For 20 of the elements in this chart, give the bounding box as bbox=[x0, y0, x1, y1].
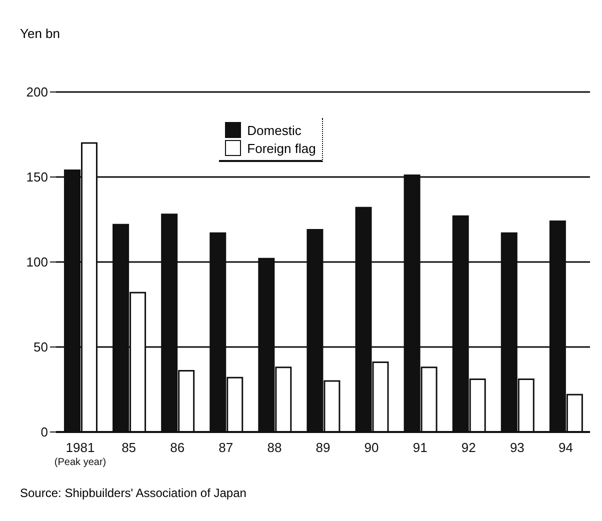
x-tick-label: 91 bbox=[412, 440, 428, 455]
x-tick-label: 93 bbox=[510, 440, 524, 455]
y-tick-label: 0 bbox=[40, 424, 48, 440]
y-tick-label: 200 bbox=[26, 84, 48, 100]
x-tick-label: 87 bbox=[218, 440, 234, 455]
x-tick-label: 89 bbox=[316, 440, 330, 455]
source-note: Source: Shipbuilders' Association of Japan bbox=[20, 486, 246, 500]
x-tick-label: 90 bbox=[364, 440, 379, 455]
y-tick-label: 100 bbox=[26, 254, 48, 270]
y-axis-title: Yen bn bbox=[20, 26, 60, 41]
legend-label: Domestic bbox=[247, 122, 302, 138]
x-tick-label: 94 bbox=[558, 440, 573, 455]
legend-label: Foreign flag bbox=[247, 140, 316, 156]
y-tick-label: 150 bbox=[26, 170, 48, 185]
y-tick-label: 50 bbox=[34, 340, 48, 355]
x-tick-label: 92 bbox=[461, 440, 476, 455]
x-tick-label: 86 bbox=[170, 440, 185, 455]
x-tick-label: 1981 (Peak year) bbox=[54, 440, 106, 468]
x-tick-label: 88 bbox=[267, 440, 282, 455]
x-tick-label: 85 bbox=[122, 440, 136, 455]
